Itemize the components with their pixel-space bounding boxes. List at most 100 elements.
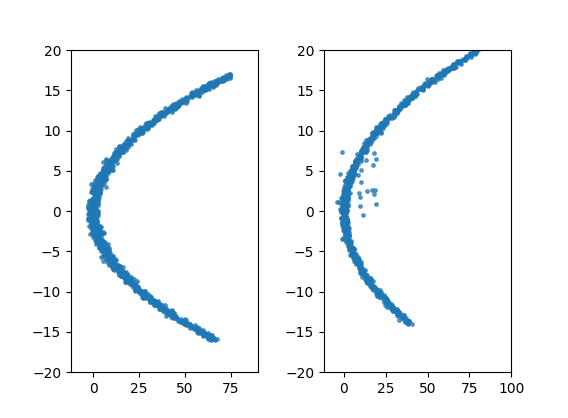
Point [348,251,357,257]
Point [112,263,121,270]
Point [106,256,115,263]
Point [93,196,102,203]
Point [373,286,382,293]
Point [107,256,116,263]
Point [429,76,438,83]
Point [337,208,346,215]
Point [449,61,458,68]
Point [400,102,409,108]
Point [344,238,353,245]
Point [114,268,123,274]
Point [428,75,437,82]
Point [92,193,101,199]
Point [181,96,190,103]
Point [97,228,106,235]
Point [381,301,390,308]
Point [107,164,116,171]
Point [192,91,201,98]
Point [400,97,409,103]
Point [98,237,107,244]
Point [141,124,151,131]
Point [130,132,139,138]
Point [120,273,130,280]
Point [205,336,214,343]
Point [89,209,98,216]
Point [210,336,219,343]
Point [345,232,354,239]
Point [374,291,383,298]
Point [462,53,471,59]
Point [137,294,147,301]
Point [466,54,475,60]
Point [372,130,381,137]
Point [138,290,147,296]
Point [102,247,111,254]
Point [362,140,371,147]
Point [90,194,99,201]
Point [118,267,127,273]
Point [95,242,105,248]
Point [346,181,355,188]
Point [103,252,112,259]
Point [360,267,369,274]
Point [131,131,140,138]
Point [95,227,104,233]
Point [342,217,351,223]
Point [137,287,146,294]
Point [112,151,121,158]
Point [103,167,112,173]
Point [427,76,436,82]
Point [222,71,231,78]
Point [100,171,109,178]
Point [194,91,203,97]
Point [418,87,427,94]
Point [345,241,354,248]
Point [215,77,224,84]
Point [364,275,373,282]
Point [106,163,115,170]
Point [101,171,110,178]
Point [344,202,353,209]
Point [92,185,101,192]
Point [346,168,355,175]
Point [153,299,162,306]
Point [369,134,378,140]
Point [345,236,354,243]
Point [91,186,101,192]
Point [368,283,377,289]
Point [364,279,373,285]
Point [341,195,350,201]
Point [362,271,371,278]
Point [181,316,190,323]
Point [84,205,93,212]
Point [342,218,351,225]
Point [366,135,375,142]
Point [118,263,127,270]
Point [199,333,208,340]
Point [144,120,153,127]
Point [123,275,132,281]
Point [208,82,217,88]
Point [96,176,105,183]
Point [103,254,112,261]
Point [83,204,93,210]
Point [113,150,122,156]
Point [100,171,109,178]
Point [120,273,129,280]
Point [130,132,139,139]
Point [86,202,95,209]
Point [162,109,172,116]
Point [97,176,106,183]
Point [151,300,160,306]
Point [339,211,348,218]
Point [338,223,347,229]
Point [394,107,403,114]
Point [372,130,381,136]
Point [133,287,142,294]
Point [87,230,97,237]
Point [365,275,374,282]
Point [145,296,154,303]
Point [450,61,459,67]
Point [94,180,103,186]
Point [357,148,366,155]
